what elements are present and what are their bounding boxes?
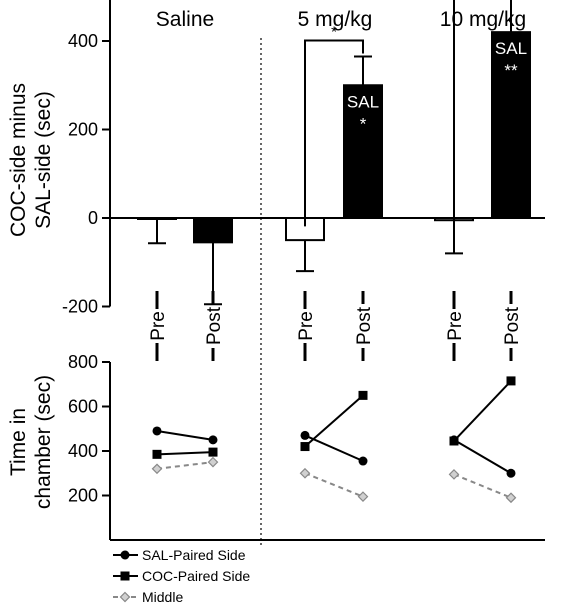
series-line-middle-saline xyxy=(156,461,214,470)
series-point-coc-paired-side-saline-pre xyxy=(152,449,162,459)
comparison-bracket-10-mg-kg xyxy=(453,0,455,228)
series-point-middle-saline-post xyxy=(207,456,219,468)
series-line-sal-paired-side-5-mg-kg xyxy=(304,434,364,462)
phase-label-10-mg-kg-pre: Pre xyxy=(445,311,466,341)
bar-saline-pre xyxy=(137,217,177,220)
phase-label-saline-post: Post xyxy=(204,306,225,345)
bottom-y-tick-label: 400 xyxy=(68,441,98,461)
series-point-middle-5-mg-kg-pre xyxy=(299,467,311,479)
series-point-sal-paired-side-10-mg-kg-post xyxy=(506,468,516,478)
bottom-y-tick-label: 800 xyxy=(68,352,98,372)
legend-marker-sal-paired-side xyxy=(120,550,130,560)
top-y-axis-title-line-1: COC-side minus xyxy=(7,83,30,237)
group-titles: Saline 5 mg/kg 10 mg/kg xyxy=(156,8,526,31)
series-line-coc-paired-side-10-mg-kg xyxy=(453,380,512,442)
legend: SAL-Paired Side COC-Paired Side Middle xyxy=(113,547,250,605)
phase-labels: Pre Post Pre Post Pre Post xyxy=(148,291,523,361)
bar-label-10-mg-kg-post: SAL xyxy=(495,39,527,58)
bar-stars-10-mg-kg-post: ** xyxy=(504,61,518,80)
line-chart: 200 400 600 800 xyxy=(68,352,545,541)
series-point-middle-10-mg-kg-post xyxy=(505,492,517,504)
bar-10-mg-kg-post xyxy=(491,31,531,220)
series-line-sal-paired-side-10-mg-kg xyxy=(453,439,512,475)
phase-label-5-mg-kg-pre: Pre xyxy=(296,311,317,341)
phase-label-10-mg-kg-post: Post xyxy=(502,306,523,345)
bottom-y-tick-label: 200 xyxy=(68,486,98,506)
bottom-y-tick-label: 600 xyxy=(68,397,98,417)
series-point-middle-10-mg-kg-pre xyxy=(448,469,460,480)
bottom-y-axis-title: Time in chamber (sec) xyxy=(7,375,55,509)
bar-5-mg-kg-post xyxy=(343,84,383,219)
phase-label-saline-pre: Pre xyxy=(148,311,169,341)
bar-saline-post xyxy=(193,217,233,244)
comparison-bracket-5-mg-kg xyxy=(304,39,364,227)
top-y-axis-title: COC-side minus SAL-side (sec) xyxy=(7,83,55,237)
legend-label-middle: Middle xyxy=(142,589,183,605)
series-point-coc-paired-side-saline-post xyxy=(208,447,218,457)
series-line-coc-paired-side-saline xyxy=(156,451,214,456)
bar-stars-5-mg-kg-post: * xyxy=(360,114,367,133)
series-line-sal-paired-side-saline xyxy=(156,429,214,441)
top-y-axis-title-line-2: SAL-side (sec) xyxy=(32,91,55,229)
top-y-tick-label: 0 xyxy=(88,208,98,228)
series-point-sal-paired-side-saline-pre xyxy=(152,426,162,436)
legend-marker-coc-paired-side xyxy=(120,571,130,581)
bottom-y-axis-title-line-2: chamber (sec) xyxy=(32,375,55,509)
series-point-middle-5-mg-kg-post xyxy=(357,491,369,502)
series-line-middle-10-mg-kg xyxy=(453,473,512,499)
legend-marker-middle xyxy=(119,591,131,603)
group-title-5mg: 5 mg/kg xyxy=(298,8,373,31)
comparison-star-5-mg-kg: * xyxy=(331,23,337,40)
series-point-sal-paired-side-saline-post xyxy=(208,435,218,445)
series-point-coc-paired-side-10-mg-kg-post xyxy=(506,376,516,386)
series-point-sal-paired-side-5-mg-kg-pre xyxy=(300,430,310,440)
group-title-saline: Saline xyxy=(156,8,214,31)
series-line-middle-5-mg-kg xyxy=(304,472,364,498)
group-title-10mg: 10 mg/kg xyxy=(440,8,526,31)
series-point-coc-paired-side-5-mg-kg-pre xyxy=(300,442,310,452)
top-y-tick-label: 400 xyxy=(68,31,98,51)
phase-label-5-mg-kg-post: Post xyxy=(354,306,375,345)
legend-label-coc-paired-side: COC-Paired Side xyxy=(142,568,250,584)
bottom-y-axis-title-line-1: Time in xyxy=(7,408,30,476)
top-y-tick-label: 200 xyxy=(68,120,98,140)
series-line-coc-paired-side-5-mg-kg xyxy=(304,394,364,448)
series-point-middle-saline-pre xyxy=(151,463,163,475)
bar-label-5-mg-kg-post: SAL xyxy=(347,92,379,111)
series-point-sal-paired-side-5-mg-kg-post xyxy=(358,456,368,466)
series-point-coc-paired-side-10-mg-kg-pre xyxy=(449,436,459,446)
bar-chart: -2000200400600SAL*SAL**** xyxy=(62,0,545,317)
legend-label-sal-paired-side: SAL-Paired Side xyxy=(142,547,246,563)
series-point-coc-paired-side-5-mg-kg-post xyxy=(358,390,368,400)
top-y-tick-label: -200 xyxy=(62,297,98,317)
